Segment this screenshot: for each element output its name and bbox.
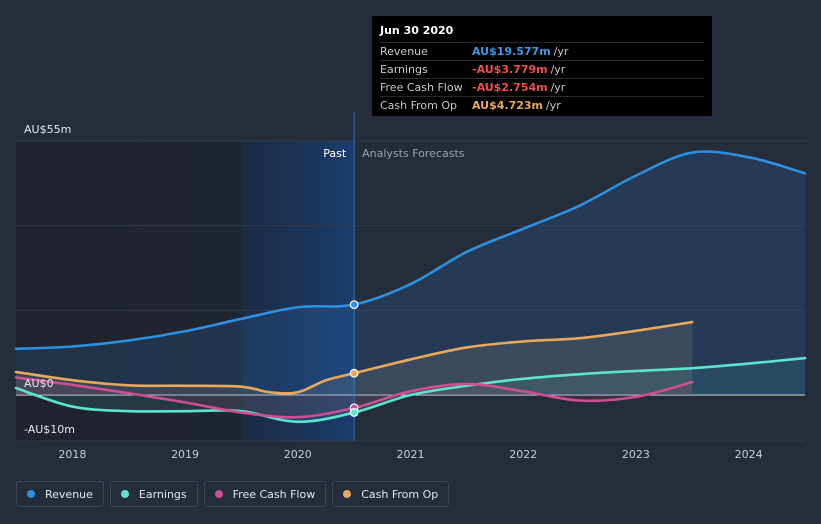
tooltip-label: Revenue xyxy=(380,45,428,58)
tooltip-label: Cash From Op xyxy=(380,99,458,112)
free-cash-flow-area xyxy=(16,377,693,418)
x-axis-label: 2022 xyxy=(509,448,537,461)
revenue-line xyxy=(14,150,807,351)
past-label: Past xyxy=(323,147,347,160)
tooltip-unit: /yr xyxy=(546,99,561,112)
x-axis-label: 2020 xyxy=(284,448,312,461)
tooltip-label: Free Cash Flow xyxy=(380,81,463,94)
legend-dot-icon xyxy=(343,490,352,498)
tooltip-label: Earnings xyxy=(380,63,428,76)
revenue-marker xyxy=(349,300,359,309)
y-axis-label: AU$0 xyxy=(24,377,54,390)
x-axis-label: 2021 xyxy=(397,448,425,461)
legend-item-free-cash-flow[interactable]: Free Cash Flow xyxy=(203,481,327,507)
tooltip-unit: /yr xyxy=(550,81,566,94)
x-axis-label: 2024 xyxy=(735,448,763,461)
data-tooltip: Jun 30 2020 Revenue AU$19.577m /yr Earni… xyxy=(372,16,712,116)
tooltip-row-cash-from-op: Cash From Op AU$4.723m /yr xyxy=(380,96,704,114)
y-axis-label: AU$55m xyxy=(24,123,71,136)
legend-dot-icon xyxy=(27,490,35,498)
tooltip-value: -AU$3.779m xyxy=(472,63,548,76)
legend-item-earnings[interactable]: Earnings xyxy=(109,481,198,507)
x-axis-label: 2023 xyxy=(622,448,650,461)
legend-dot-icon xyxy=(120,490,129,498)
tooltip-value: AU$4.723m xyxy=(472,99,544,112)
earnings-area xyxy=(16,358,805,422)
y-axis-label: -AU$10m xyxy=(24,423,75,436)
cash-from-op-line xyxy=(14,320,694,395)
legend-label: Free Cash Flow xyxy=(232,487,316,501)
earnings-marker xyxy=(349,408,359,417)
legend-label: Revenue xyxy=(45,487,93,501)
legend-label: Earnings xyxy=(138,487,187,501)
cash-from-op-marker xyxy=(349,368,359,378)
tooltip-row-revenue: Revenue AU$19.577m /yr xyxy=(380,42,704,60)
x-axis-label: 2018 xyxy=(58,448,86,461)
legend: Revenue Earnings Free Cash Flow Cash Fro… xyxy=(16,481,450,507)
tooltip-value: -AU$2.754m xyxy=(472,81,548,94)
legend-item-cash-from-op[interactable]: Cash From Op xyxy=(332,481,450,507)
x-axis-label: 2019 xyxy=(171,448,199,461)
forecast-label: Analysts Forecasts xyxy=(362,147,465,160)
tooltip-date: Jun 30 2020 xyxy=(380,24,454,37)
tooltip-row-earnings: Earnings -AU$3.779m /yr xyxy=(380,60,704,78)
legend-label: Cash From Op xyxy=(361,487,439,501)
tooltip-value: AU$19.577m xyxy=(472,45,551,58)
tooltip-unit: /yr xyxy=(553,45,569,58)
legend-dot-icon xyxy=(214,490,223,498)
legend-item-revenue[interactable]: Revenue xyxy=(16,481,104,507)
cash-from-op-area xyxy=(16,322,693,395)
tooltip-unit: /yr xyxy=(550,63,566,76)
earnings-line xyxy=(14,356,807,424)
tooltip-row-free-cash-flow: Free Cash Flow -AU$2.754m /yr xyxy=(380,78,704,96)
